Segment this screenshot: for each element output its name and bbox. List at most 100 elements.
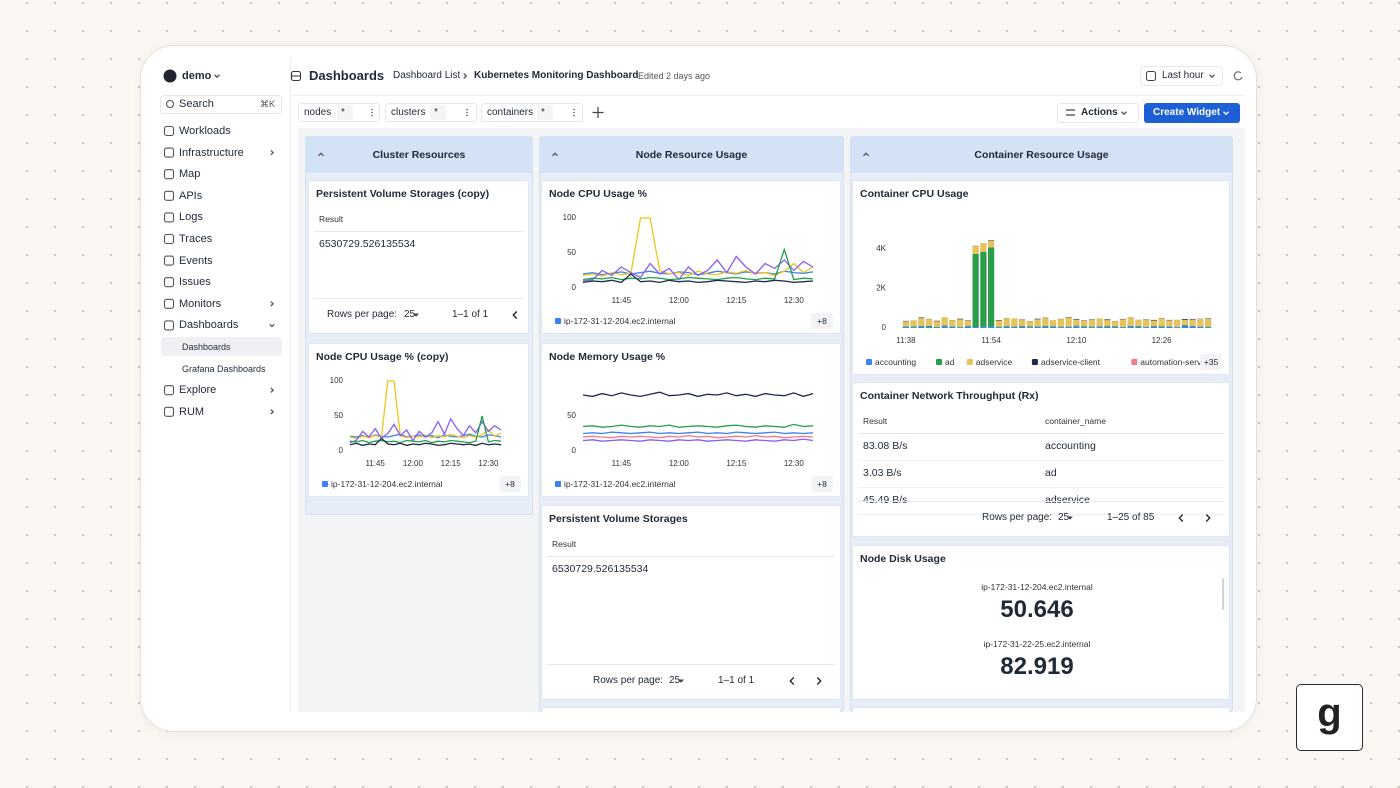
create-widget-button[interactable] — [1144, 103, 1240, 123]
widget-title: Container Network Throughput (Rx) — [860, 390, 1039, 402]
table-cell: 6530729.526135534 — [552, 563, 649, 575]
table-cell: accounting — [1045, 440, 1096, 452]
section-header — [305, 136, 533, 173]
legend-label: accounting — [875, 357, 917, 367]
nav-item[interactable]: Explore — [179, 384, 217, 397]
legend-more-badge — [811, 313, 833, 329]
row-rule — [858, 514, 1224, 515]
stat-value: 50.646 — [1000, 596, 1074, 623]
page-range: 1–1 of 1 — [452, 309, 489, 320]
nav-active — [161, 337, 282, 356]
widget-title: Node CPU Usage % — [549, 188, 648, 200]
widget-title: Node CPU Usage % (copy) — [316, 351, 449, 363]
filter-chip[interactable] — [385, 103, 477, 122]
legend-more: +8 — [505, 479, 515, 489]
nav-item[interactable]: Logs — [179, 211, 203, 224]
widget-edge — [852, 707, 1230, 712]
filter-value-box — [537, 105, 553, 120]
nav-subitem[interactable]: Grafana Dashboards — [182, 363, 266, 374]
nav-item[interactable]: Issues — [179, 276, 211, 289]
pagination-rule — [547, 664, 835, 665]
actions-label: Actions — [1081, 107, 1118, 118]
nav-item[interactable]: APIs — [179, 189, 203, 202]
stat-value: 82.919 — [1000, 653, 1074, 680]
logo: g — [1317, 691, 1342, 735]
widget — [541, 343, 841, 497]
header-divider — [290, 95, 1245, 96]
legend-label: automation-service — [1140, 357, 1213, 367]
section-header — [539, 136, 844, 173]
time-range-button[interactable] — [1140, 66, 1223, 86]
table-cell: ad — [1045, 467, 1057, 479]
legend-label: adservice — [975, 357, 1013, 367]
logo-box — [1296, 684, 1363, 751]
edited-note: Edited 2 days ago — [638, 71, 711, 81]
row-rule — [858, 460, 1224, 461]
legend-more-badge — [499, 476, 521, 492]
rows-per-page-label: Rows per page: — [982, 512, 1053, 523]
filter-value-box — [337, 105, 353, 120]
org-name: demo — [182, 70, 212, 82]
legend-label: ad — [945, 357, 955, 367]
column-header: Result — [319, 214, 344, 224]
row-rule — [858, 487, 1224, 488]
nav-item[interactable]: RUM — [179, 405, 205, 418]
widget — [308, 343, 529, 497]
section-title: Cluster Resources — [372, 148, 466, 161]
table-rule — [314, 231, 523, 232]
time-range: Last hour — [1162, 70, 1204, 81]
legend-label: ip-172-31-12-204.ec2.internal — [331, 479, 443, 489]
search-box[interactable] — [160, 95, 282, 114]
search-label: Search — [179, 98, 214, 110]
rows-per-page-label: Rows per page: — [593, 675, 664, 686]
breadcrumb[interactable]: Dashboard List — [393, 70, 461, 81]
filter-value: * — [541, 106, 545, 118]
page-range: 1–1 of 1 — [718, 675, 755, 686]
scrollbar — [1222, 578, 1224, 610]
stat-label: ip-172-31-12-204.ec2.internal — [981, 582, 1093, 592]
nav-subitem[interactable]: Dashboards — [182, 342, 231, 352]
widget — [852, 180, 1230, 375]
rows-per-page-label: Rows per page: — [327, 309, 398, 320]
section-title: Container Resource Usage — [974, 148, 1109, 161]
widget — [308, 180, 529, 334]
table-cell: 45.49 B/s — [863, 494, 908, 506]
widget-title: Container CPU Usage — [860, 188, 969, 200]
column-header: container_name — [1045, 416, 1106, 426]
search-shortcut: ⌘K — [260, 99, 276, 109]
page-size[interactable]: 25 — [1058, 512, 1070, 523]
page-size[interactable]: 25 — [404, 309, 416, 320]
nav-item[interactable]: Infrastructure — [179, 146, 244, 159]
section-header — [850, 136, 1233, 173]
pagination-rule — [314, 298, 523, 299]
legend-more-badge — [1200, 354, 1222, 370]
column-header: Result — [552, 539, 577, 549]
filter-value: * — [434, 106, 438, 118]
widget-edge — [541, 707, 841, 712]
legend-more: +35 — [1203, 357, 1219, 367]
filter-chip[interactable] — [298, 103, 380, 122]
nav-item[interactable]: Monitors — [179, 297, 222, 310]
filter-value: * — [341, 106, 345, 118]
nav-item[interactable]: Workloads — [179, 125, 231, 137]
nav-item[interactable]: Map — [179, 168, 201, 181]
widget-title: Node Memory Usage % — [549, 351, 666, 363]
stat-label: ip-172-31-22-25.ec2.internal — [983, 639, 1091, 649]
page-size[interactable]: 25 — [669, 675, 681, 686]
widget — [541, 180, 841, 334]
actions-button[interactable] — [1057, 103, 1139, 123]
widget-title: Persistent Volume Storages (copy) — [316, 188, 490, 200]
table-cell: 83.08 B/s — [863, 440, 908, 452]
nav-item[interactable]: Dashboards — [179, 319, 239, 332]
nav-item[interactable]: Events — [179, 254, 213, 267]
section-title: Node Resource Usage — [635, 148, 748, 161]
pagination-rule — [858, 501, 1224, 502]
filter-name: clusters — [391, 106, 426, 118]
page-range: 1–25 of 85 — [1107, 512, 1155, 523]
create-widget-label: Create Widget — [1153, 107, 1221, 118]
nav-item[interactable]: Traces — [179, 233, 213, 245]
legend-label: ip-172-31-12-204.ec2.internal — [564, 479, 676, 489]
filter-chip[interactable] — [481, 103, 583, 122]
widget-title: Node Disk Usage — [860, 553, 946, 565]
